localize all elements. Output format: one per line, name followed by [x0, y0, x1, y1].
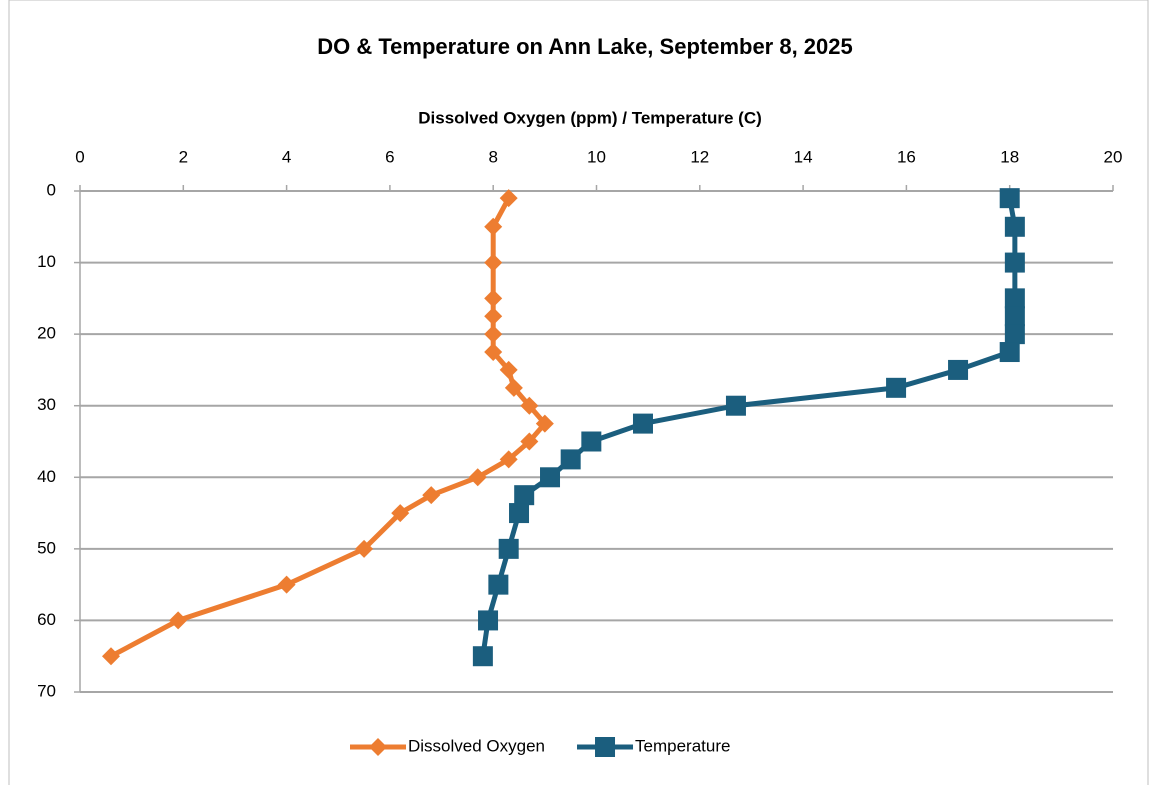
chart-title: DO & Temperature on Ann Lake, September …: [317, 34, 853, 59]
legend-marker: [369, 738, 387, 756]
x-tick-label: 4: [282, 147, 291, 166]
marker: [1004, 252, 1025, 273]
marker: [1004, 216, 1025, 237]
marker: [1004, 324, 1025, 345]
marker: [169, 611, 188, 630]
y-tick-label: 0: [47, 180, 56, 199]
marker: [1004, 306, 1025, 327]
marker: [355, 539, 374, 558]
x-tick-label: 18: [1000, 147, 1019, 166]
marker: [422, 486, 441, 505]
legend-label: Temperature: [635, 736, 730, 755]
marker: [101, 647, 120, 666]
marker: [514, 485, 535, 506]
marker: [484, 325, 503, 344]
x-tick-label: 12: [690, 147, 709, 166]
marker: [560, 449, 581, 470]
marker: [535, 414, 554, 433]
x-axis-title: Dissolved Oxygen (ppm) / Temperature (C): [418, 108, 762, 127]
marker: [999, 188, 1020, 209]
y-tick-label: 20: [37, 324, 56, 343]
marker: [725, 395, 746, 416]
marker: [498, 538, 519, 559]
marker: [999, 342, 1020, 363]
marker: [484, 217, 503, 236]
marker: [520, 432, 539, 451]
marker: [1004, 288, 1025, 309]
x-tick-label: 0: [75, 147, 84, 166]
marker: [488, 574, 509, 595]
marker: [581, 431, 602, 452]
marker: [499, 360, 518, 379]
marker: [484, 343, 503, 362]
marker: [478, 610, 499, 631]
marker: [499, 450, 518, 469]
x-tick-label: 10: [587, 147, 606, 166]
x-tick-label: 2: [179, 147, 188, 166]
marker: [540, 467, 561, 488]
marker: [886, 377, 907, 398]
legend-label: Dissolved Oxygen: [408, 736, 545, 755]
marker: [509, 503, 530, 524]
x-tick-label: 8: [488, 147, 497, 166]
marker: [484, 307, 503, 326]
y-tick-label: 50: [37, 538, 56, 557]
marker: [277, 575, 296, 594]
marker: [472, 646, 493, 667]
y-tick-label: 30: [37, 395, 56, 414]
marker: [468, 468, 487, 487]
marker: [484, 253, 503, 272]
x-tick-label: 6: [385, 147, 394, 166]
x-tick-label: 14: [794, 147, 813, 166]
marker: [520, 396, 539, 415]
chart-frame: [8, 0, 1149, 785]
marker: [391, 504, 410, 523]
y-tick-label: 10: [37, 252, 56, 271]
x-tick-label: 16: [897, 147, 916, 166]
x-tick-label: 20: [1104, 147, 1123, 166]
marker: [948, 359, 969, 380]
marker: [632, 413, 653, 434]
y-tick-label: 60: [37, 610, 56, 629]
marker: [484, 289, 503, 308]
marker: [504, 378, 523, 397]
y-tick-label: 70: [37, 681, 56, 700]
y-tick-label: 40: [37, 467, 56, 486]
marker: [499, 189, 518, 208]
legend-marker: [595, 737, 616, 757]
